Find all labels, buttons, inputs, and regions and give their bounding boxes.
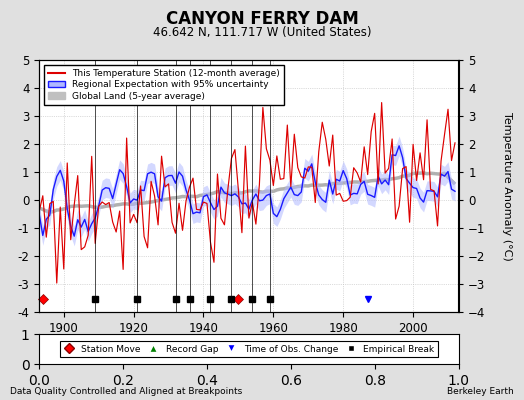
Text: Berkeley Earth: Berkeley Earth	[447, 387, 514, 396]
Text: 46.642 N, 111.717 W (United States): 46.642 N, 111.717 W (United States)	[153, 26, 371, 39]
Text: CANYON FERRY DAM: CANYON FERRY DAM	[166, 10, 358, 28]
Legend: Station Move, Record Gap, Time of Obs. Change, Empirical Break: Station Move, Record Gap, Time of Obs. C…	[60, 341, 438, 357]
Legend: This Temperature Station (12-month average), Regional Expectation with 95% uncer: This Temperature Station (12-month avera…	[44, 64, 284, 105]
Text: Data Quality Controlled and Aligned at Breakpoints: Data Quality Controlled and Aligned at B…	[10, 387, 243, 396]
Y-axis label: Temperature Anomaly (°C): Temperature Anomaly (°C)	[503, 112, 512, 260]
